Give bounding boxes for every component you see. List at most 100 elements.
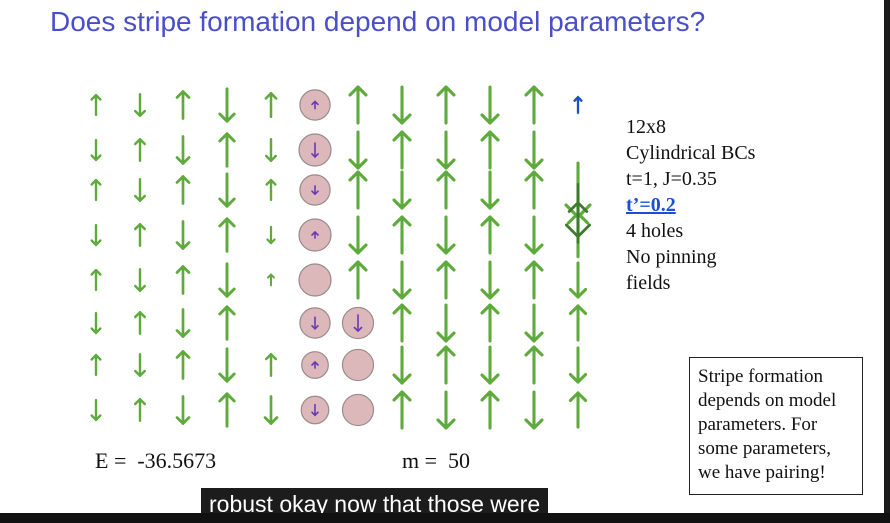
spin-down-arrow xyxy=(348,130,368,170)
hole-spin-arrow xyxy=(311,361,319,369)
hole-count: 4 holes xyxy=(626,220,684,242)
hole-density-circle xyxy=(341,393,375,427)
spin-up-arrow xyxy=(175,175,191,205)
spin-down-arrow xyxy=(90,223,102,247)
spin-up-arrow xyxy=(265,178,277,202)
spin-down-arrow xyxy=(218,262,236,298)
spin-down-arrow xyxy=(436,390,456,430)
spin-down-arrow xyxy=(568,261,588,299)
spin-up-arrow xyxy=(524,170,544,210)
spin-up-arrow xyxy=(133,397,147,423)
slide-title: Does stripe formation depend on model pa… xyxy=(50,6,706,37)
spin-up-arrow xyxy=(348,85,368,125)
hole-density-circle xyxy=(298,263,332,297)
couplings: t=1, J=0.35 xyxy=(626,168,717,190)
spin-down-arrow xyxy=(392,260,412,300)
spin-up-arrow xyxy=(90,93,102,117)
spin-up-arrow xyxy=(480,215,500,255)
spin-down-arrow xyxy=(524,303,544,343)
spin-up-arrow xyxy=(175,265,191,295)
spin-down-arrow xyxy=(264,137,278,163)
spin-down-arrow xyxy=(524,130,544,170)
parameter-list: 12x8 Cylindrical BCs t=1, J=0.35 t’=0.2 … xyxy=(626,114,755,296)
spin-up-arrow xyxy=(392,130,412,170)
pinning-line-2: fields xyxy=(626,272,671,294)
spin-up-arrow xyxy=(90,268,102,292)
spin-up-arrow xyxy=(436,260,456,300)
spin-up-arrow xyxy=(524,260,544,300)
spin-down-arrow xyxy=(133,352,147,378)
spin-up-arrow xyxy=(524,345,544,385)
spin-down-arrow xyxy=(568,346,588,384)
spin-up-arrow xyxy=(90,353,102,377)
spin-up-arrow xyxy=(480,390,500,430)
spin-up-arrow xyxy=(133,222,147,248)
spin-down-arrow xyxy=(90,138,102,162)
spin-up-arrow xyxy=(133,310,147,336)
spin-down-arrow xyxy=(436,303,456,343)
spin-down-arrow xyxy=(218,87,236,123)
spin-down-arrow xyxy=(392,85,412,125)
spin-up-arrow xyxy=(480,130,500,170)
spin-up-arrow xyxy=(568,391,588,429)
spin-down-arrow xyxy=(436,215,456,255)
spin-up-arrow xyxy=(90,178,102,202)
spin-down-arrow xyxy=(90,398,102,422)
spin-down-arrow xyxy=(133,92,147,118)
spin-down-arrow xyxy=(133,267,147,293)
spin-down-arrow xyxy=(263,395,279,425)
spin-down-arrow xyxy=(175,135,191,165)
spin-down-arrow xyxy=(392,345,412,385)
conclusion-box: Stripe formation depends on model parame… xyxy=(689,357,863,495)
overlap-spin-up-arrow xyxy=(567,201,589,244)
spin-down-arrow xyxy=(218,172,236,208)
spin-up-arrow xyxy=(264,352,278,378)
frame-edge-right xyxy=(884,0,890,523)
edge-spin-up-arrow xyxy=(573,96,583,114)
spin-down-arrow xyxy=(392,170,412,210)
t-prime-value: t’=0.2 xyxy=(626,194,676,216)
spin-up-arrow xyxy=(436,85,456,125)
hole-spin-arrow xyxy=(353,314,363,332)
spin-up-arrow xyxy=(348,260,368,300)
spin-up-arrow xyxy=(175,350,191,380)
spin-up-arrow xyxy=(348,170,368,210)
spin-down-arrow xyxy=(480,170,500,210)
spin-up-arrow xyxy=(175,90,191,120)
spin-up-arrow xyxy=(392,390,412,430)
spin-down-arrow xyxy=(524,215,544,255)
hole-spin-arrow xyxy=(311,316,319,330)
spin-up-arrow xyxy=(436,170,456,210)
spin-down-arrow xyxy=(90,311,102,335)
hole-spin-arrow xyxy=(311,142,319,158)
spin-down-arrow xyxy=(175,220,191,250)
spin-down-arrow xyxy=(480,85,500,125)
spin-down-arrow xyxy=(175,395,191,425)
spin-down-arrow xyxy=(524,390,544,430)
spin-up-arrow xyxy=(218,132,236,168)
spin-up-arrow xyxy=(392,303,412,343)
boundary-conditions: Cylindrical BCs xyxy=(626,142,756,164)
spin-up-arrow xyxy=(218,217,236,253)
spin-up-arrow xyxy=(133,137,147,163)
spin-up-arrow xyxy=(568,304,588,342)
spin-up-arrow xyxy=(524,85,544,125)
energy-value: E = -36.5673 xyxy=(95,448,217,473)
frame-edge-bottom xyxy=(0,513,890,523)
spin-down-arrow xyxy=(348,215,368,255)
hole-spin-arrow xyxy=(311,100,319,110)
hole-density-circle xyxy=(341,348,375,382)
spin-down-arrow xyxy=(133,177,147,203)
spin-up-arrow xyxy=(392,215,412,255)
spin-up-arrow xyxy=(218,305,236,341)
spin-down-arrow xyxy=(436,130,456,170)
lattice-size: 12x8 xyxy=(626,116,666,138)
m-value: m = 50 xyxy=(402,448,471,473)
hole-spin-arrow xyxy=(311,403,319,417)
spin-down-arrow xyxy=(480,260,500,300)
spin-up-arrow xyxy=(264,92,278,118)
spin-down-arrow xyxy=(266,225,276,245)
spin-up-arrow xyxy=(436,345,456,385)
spin-down-arrow xyxy=(480,345,500,385)
